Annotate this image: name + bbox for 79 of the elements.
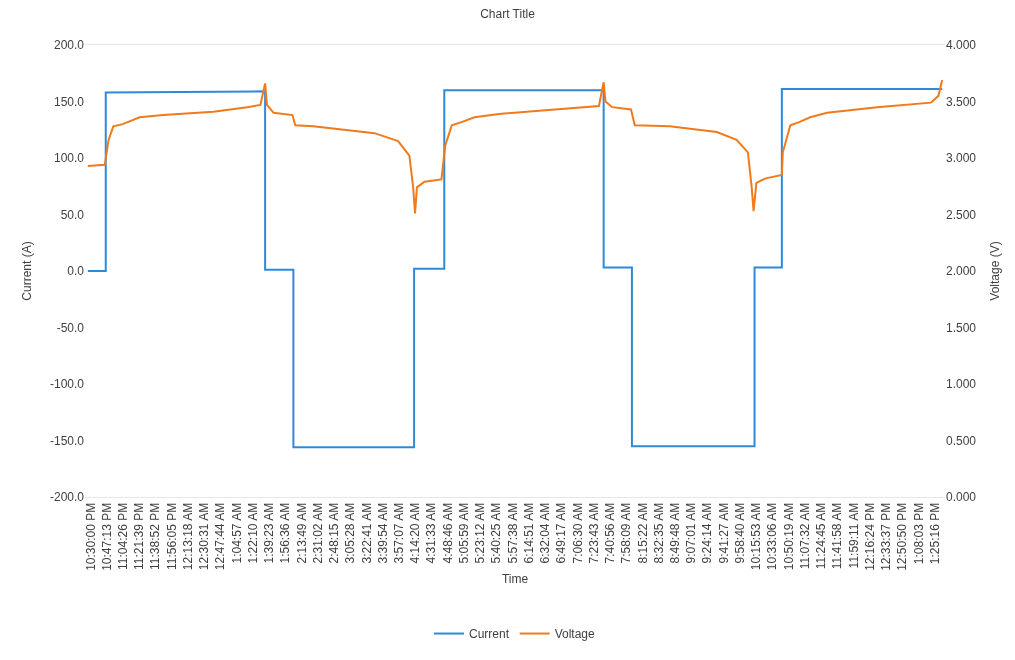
y-tick-label: 50.0 [60, 207, 85, 222]
x-tick-label: 11:07:32 AM [797, 502, 812, 570]
x-tick-label: 11:21:39 PM [132, 502, 147, 570]
y2-axis-title: Voltage (V) [988, 241, 1003, 301]
x-tick-label: 6:14:51 AM [521, 502, 536, 564]
x-tick-label: 6:32:04 AM [538, 502, 553, 564]
y2-tick-label: 2.000 [946, 264, 977, 279]
x-tick-label: 7:06:30 AM [570, 502, 585, 564]
x-axis-title: Time [501, 571, 529, 586]
x-tick-label: 9:41:27 AM [716, 502, 731, 564]
y-tick-label: 100.0 [53, 151, 85, 166]
y2-tick-label: 3.500 [946, 94, 977, 109]
x-tick-label: 1:22:10 AM [245, 502, 260, 564]
x-tick-label: 10:30:00 PM [83, 502, 98, 571]
x-tick-label: 12:50:50 PM [895, 502, 910, 571]
x-tick-label: 11:41:58 AM [830, 502, 845, 570]
x-tick-label: 8:32:35 AM [651, 502, 666, 564]
x-tick-label: 7:40:56 AM [603, 502, 618, 564]
chart-title: Chart Title [480, 7, 536, 22]
x-tick-label: 5:40:25 AM [489, 502, 504, 564]
y2-tick-label: 1.500 [946, 320, 977, 335]
x-tick-label: 5:57:38 AM [505, 502, 520, 564]
y-tick-label: -200.0 [49, 490, 85, 505]
x-tick-label: 3:57:07 AM [392, 502, 407, 564]
legend-label: Current [469, 627, 510, 642]
x-tick-label: 12:33:37 PM [879, 502, 894, 571]
y-tick-label: -150.0 [49, 433, 85, 448]
x-tick-label: 11:59:11 AM [846, 502, 861, 569]
x-tick-label: 1:39:23 AM [262, 502, 277, 564]
y-tick-label: 150.0 [53, 94, 85, 109]
x-tick-label: 12:16:24 PM [862, 502, 877, 571]
x-tick-label: 11:56:05 PM [164, 502, 179, 570]
x-tick-label: 8:49:48 AM [668, 502, 683, 564]
x-tick-label: 1:25:16 PM [927, 502, 942, 565]
x-tick-label: 10:50:19 AM [781, 502, 796, 571]
y2-tick-label: 1.000 [946, 377, 977, 392]
x-tick-label: 1:56:36 AM [278, 502, 293, 564]
x-tick-label: 9:58:40 AM [732, 502, 747, 564]
x-tick-label: 6:49:17 AM [554, 502, 569, 564]
x-tick-label: 4:31:33 AM [424, 502, 439, 564]
x-tick-label: 7:23:43 AM [586, 502, 601, 564]
legend-label: Voltage [554, 627, 596, 642]
line-series [86, 88, 944, 449]
x-tick-label: 11:04:26 PM [116, 502, 131, 570]
x-tick-label: 9:07:01 AM [684, 502, 699, 564]
x-tick-label: 12:30:31 AM [197, 502, 212, 571]
x-tick-label: 12:13:18 AM [180, 502, 195, 571]
x-tick-label: 3:05:28 AM [343, 502, 358, 564]
x-tick-label: 1:08:03 PM [911, 502, 926, 565]
x-tick-label: 11:24:45 AM [814, 502, 829, 570]
y2-tick-label: 3.000 [946, 151, 977, 166]
x-tick-label: 10:15:53 AM [749, 502, 764, 571]
x-tick-label: 4:48:46 AM [440, 502, 455, 564]
y2-tick-label: 0.500 [946, 433, 977, 448]
x-tick-label: 2:13:49 AM [294, 502, 309, 564]
x-tick-label: 5:23:12 AM [473, 502, 488, 564]
y-tick-label: -100.0 [49, 377, 85, 392]
x-tick-label: 10:47:13 PM [99, 502, 114, 571]
x-tick-label: 3:22:41 AM [359, 502, 374, 564]
x-tick-label: 8:15:22 AM [635, 502, 650, 564]
x-tick-label: 5:05:59 AM [456, 502, 471, 564]
y-tick-label: 0.0 [67, 264, 85, 279]
x-tick-label: 2:48:15 AM [327, 502, 342, 564]
x-tick-label: 10:33:06 AM [765, 502, 780, 571]
x-tick-label: 2:31:02 AM [310, 502, 325, 564]
x-tick-label: 11:38:52 PM [148, 502, 163, 570]
y2-tick-label: 2.500 [946, 207, 977, 222]
x-tick-label: 1:04:57 AM [229, 502, 244, 564]
y2-tick-label: 0.000 [946, 490, 977, 505]
x-tick-label: 9:24:14 AM [700, 502, 715, 564]
y-tick-label: -50.0 [56, 320, 85, 335]
y-tick-label: 200.0 [53, 38, 85, 53]
line-series [86, 79, 944, 215]
y2-tick-label: 4.000 [946, 38, 977, 53]
x-tick-label: 3:39:54 AM [375, 502, 390, 564]
y-axis-title: Current (A) [20, 241, 35, 301]
x-tick-label: 12:47:44 AM [213, 502, 228, 571]
x-tick-label: 4:14:20 AM [408, 502, 423, 564]
x-tick-label: 7:58:09 AM [619, 502, 634, 564]
